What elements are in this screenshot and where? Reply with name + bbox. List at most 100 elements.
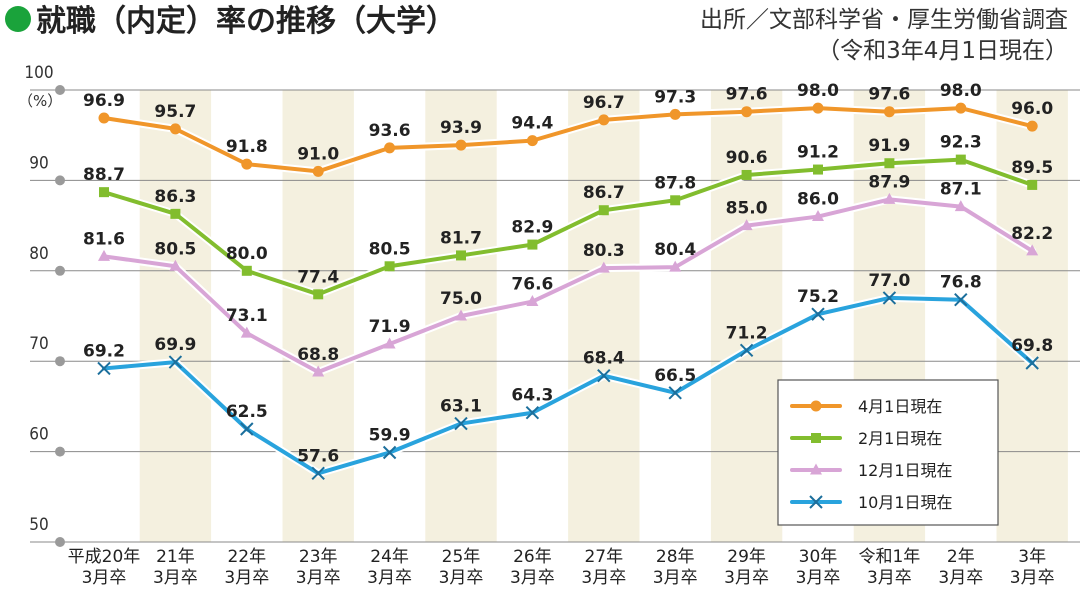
x-tick-label: 28年 xyxy=(656,547,695,567)
data-point xyxy=(1026,244,1039,256)
data-point xyxy=(598,114,610,126)
data-label: 91.8 xyxy=(226,137,268,157)
x-tick-label: 平成20年 xyxy=(68,547,141,567)
data-label: 75.2 xyxy=(797,287,839,307)
data-label: 71.9 xyxy=(369,317,411,337)
data-point xyxy=(170,208,181,219)
legend: 4月1日現在 2月1日現在 12月1日現在 10月1日現在 xyxy=(777,379,999,526)
data-point xyxy=(97,361,111,376)
data-label: 68.8 xyxy=(297,345,339,365)
legend-label: 12月1日現在 xyxy=(858,461,953,480)
data-point xyxy=(740,219,753,231)
y-axis-unit: （%） xyxy=(18,92,62,110)
data-point xyxy=(741,169,752,180)
y-tick-label: 70 xyxy=(29,334,48,354)
data-point xyxy=(313,289,324,300)
data-label: 82.2 xyxy=(1011,224,1053,244)
legend-item: 2月1日現在 xyxy=(790,429,942,448)
data-point xyxy=(456,250,466,261)
source-note: 出所／文部科学省・厚生労働省調査 xyxy=(700,7,1068,33)
data-point xyxy=(99,187,109,198)
series-lines xyxy=(97,102,1039,481)
x-tick-label: 3月卒 xyxy=(82,568,127,588)
data-label: 81.7 xyxy=(440,228,482,248)
x-tick-label: 3月卒 xyxy=(296,568,341,588)
data-label: 87.9 xyxy=(868,172,910,192)
data-label: 91.9 xyxy=(868,136,910,156)
category-band xyxy=(710,90,783,542)
data-label: 86.7 xyxy=(583,183,625,203)
data-label: 98.0 xyxy=(940,81,982,101)
data-label: 73.1 xyxy=(226,306,268,326)
data-point xyxy=(383,337,396,349)
y-tick-label: 80 xyxy=(29,244,48,264)
x-tick-label: 26年 xyxy=(513,547,552,567)
data-label: 69.9 xyxy=(154,335,196,355)
data-point xyxy=(884,158,895,169)
x-tick-label: 3月卒 xyxy=(653,568,698,588)
data-label: 64.3 xyxy=(511,386,553,406)
series-1 xyxy=(98,102,1038,177)
data-point xyxy=(312,365,325,377)
data-point xyxy=(240,326,253,338)
y-tick-dot xyxy=(55,537,65,547)
data-point xyxy=(954,200,967,212)
data-point xyxy=(670,195,681,206)
data-point xyxy=(169,259,182,271)
legend-marker xyxy=(810,400,822,412)
category-band xyxy=(568,90,640,542)
data-label: 91.2 xyxy=(797,143,839,163)
x-tick-label: 2年 xyxy=(947,547,975,567)
x-tick-label: 27年 xyxy=(584,547,623,567)
data-point xyxy=(1026,120,1038,132)
data-point xyxy=(955,154,966,165)
series-line xyxy=(102,157,1035,297)
data-point xyxy=(527,239,538,250)
data-point xyxy=(455,309,467,321)
data-point xyxy=(741,106,753,118)
data-point xyxy=(384,261,395,272)
legend-label: 2月1日現在 xyxy=(858,429,942,448)
data-point xyxy=(1025,356,1039,370)
x-tick-label: 3月卒 xyxy=(938,568,983,588)
data-label: 82.9 xyxy=(511,218,553,238)
data-point xyxy=(597,261,610,273)
y-axis: （%） 50 60 70 80 90 100 xyxy=(18,63,62,535)
y-tick-label: 100 xyxy=(24,63,53,83)
data-point xyxy=(882,291,897,305)
data-label: 80.0 xyxy=(226,244,268,264)
y-tick-dot xyxy=(55,265,65,276)
data-point xyxy=(739,343,754,358)
data-point xyxy=(812,210,824,222)
data-label: 94.4 xyxy=(511,114,553,134)
data-point xyxy=(526,295,539,307)
data-label: 90.6 xyxy=(726,148,768,168)
data-point xyxy=(1027,179,1038,190)
data-label: 71.2 xyxy=(726,323,768,343)
data-point xyxy=(98,249,110,261)
data-point xyxy=(883,192,896,204)
data-point xyxy=(812,102,824,114)
data-label: 66.5 xyxy=(654,366,696,386)
chart-title: 就職（内定）率の推移（大学） xyxy=(36,4,456,39)
data-point xyxy=(669,108,681,120)
data-label: 88.7 xyxy=(83,165,125,185)
x-tick-label: 3月卒 xyxy=(581,568,626,588)
data-label: 77.4 xyxy=(297,267,339,287)
data-point xyxy=(382,445,397,460)
title-bullet-icon xyxy=(5,6,31,32)
data-label: 92.3 xyxy=(940,133,982,153)
y-tick-dot xyxy=(55,446,65,457)
x-tick-label: 29年 xyxy=(727,547,766,567)
data-label: 62.5 xyxy=(226,402,268,422)
series-line xyxy=(102,295,1035,476)
series-line xyxy=(102,106,1035,174)
data-point xyxy=(954,293,968,307)
data-point xyxy=(811,307,825,321)
legend-marker xyxy=(811,433,821,443)
x-tick-label: 3月卒 xyxy=(867,568,912,588)
x-tick-label: 3月卒 xyxy=(367,568,412,588)
y-tick-label: 50 xyxy=(29,515,48,535)
date-note: （令和3年4月1日現在） xyxy=(817,38,1068,64)
y-tick-label: 60 xyxy=(29,425,48,445)
